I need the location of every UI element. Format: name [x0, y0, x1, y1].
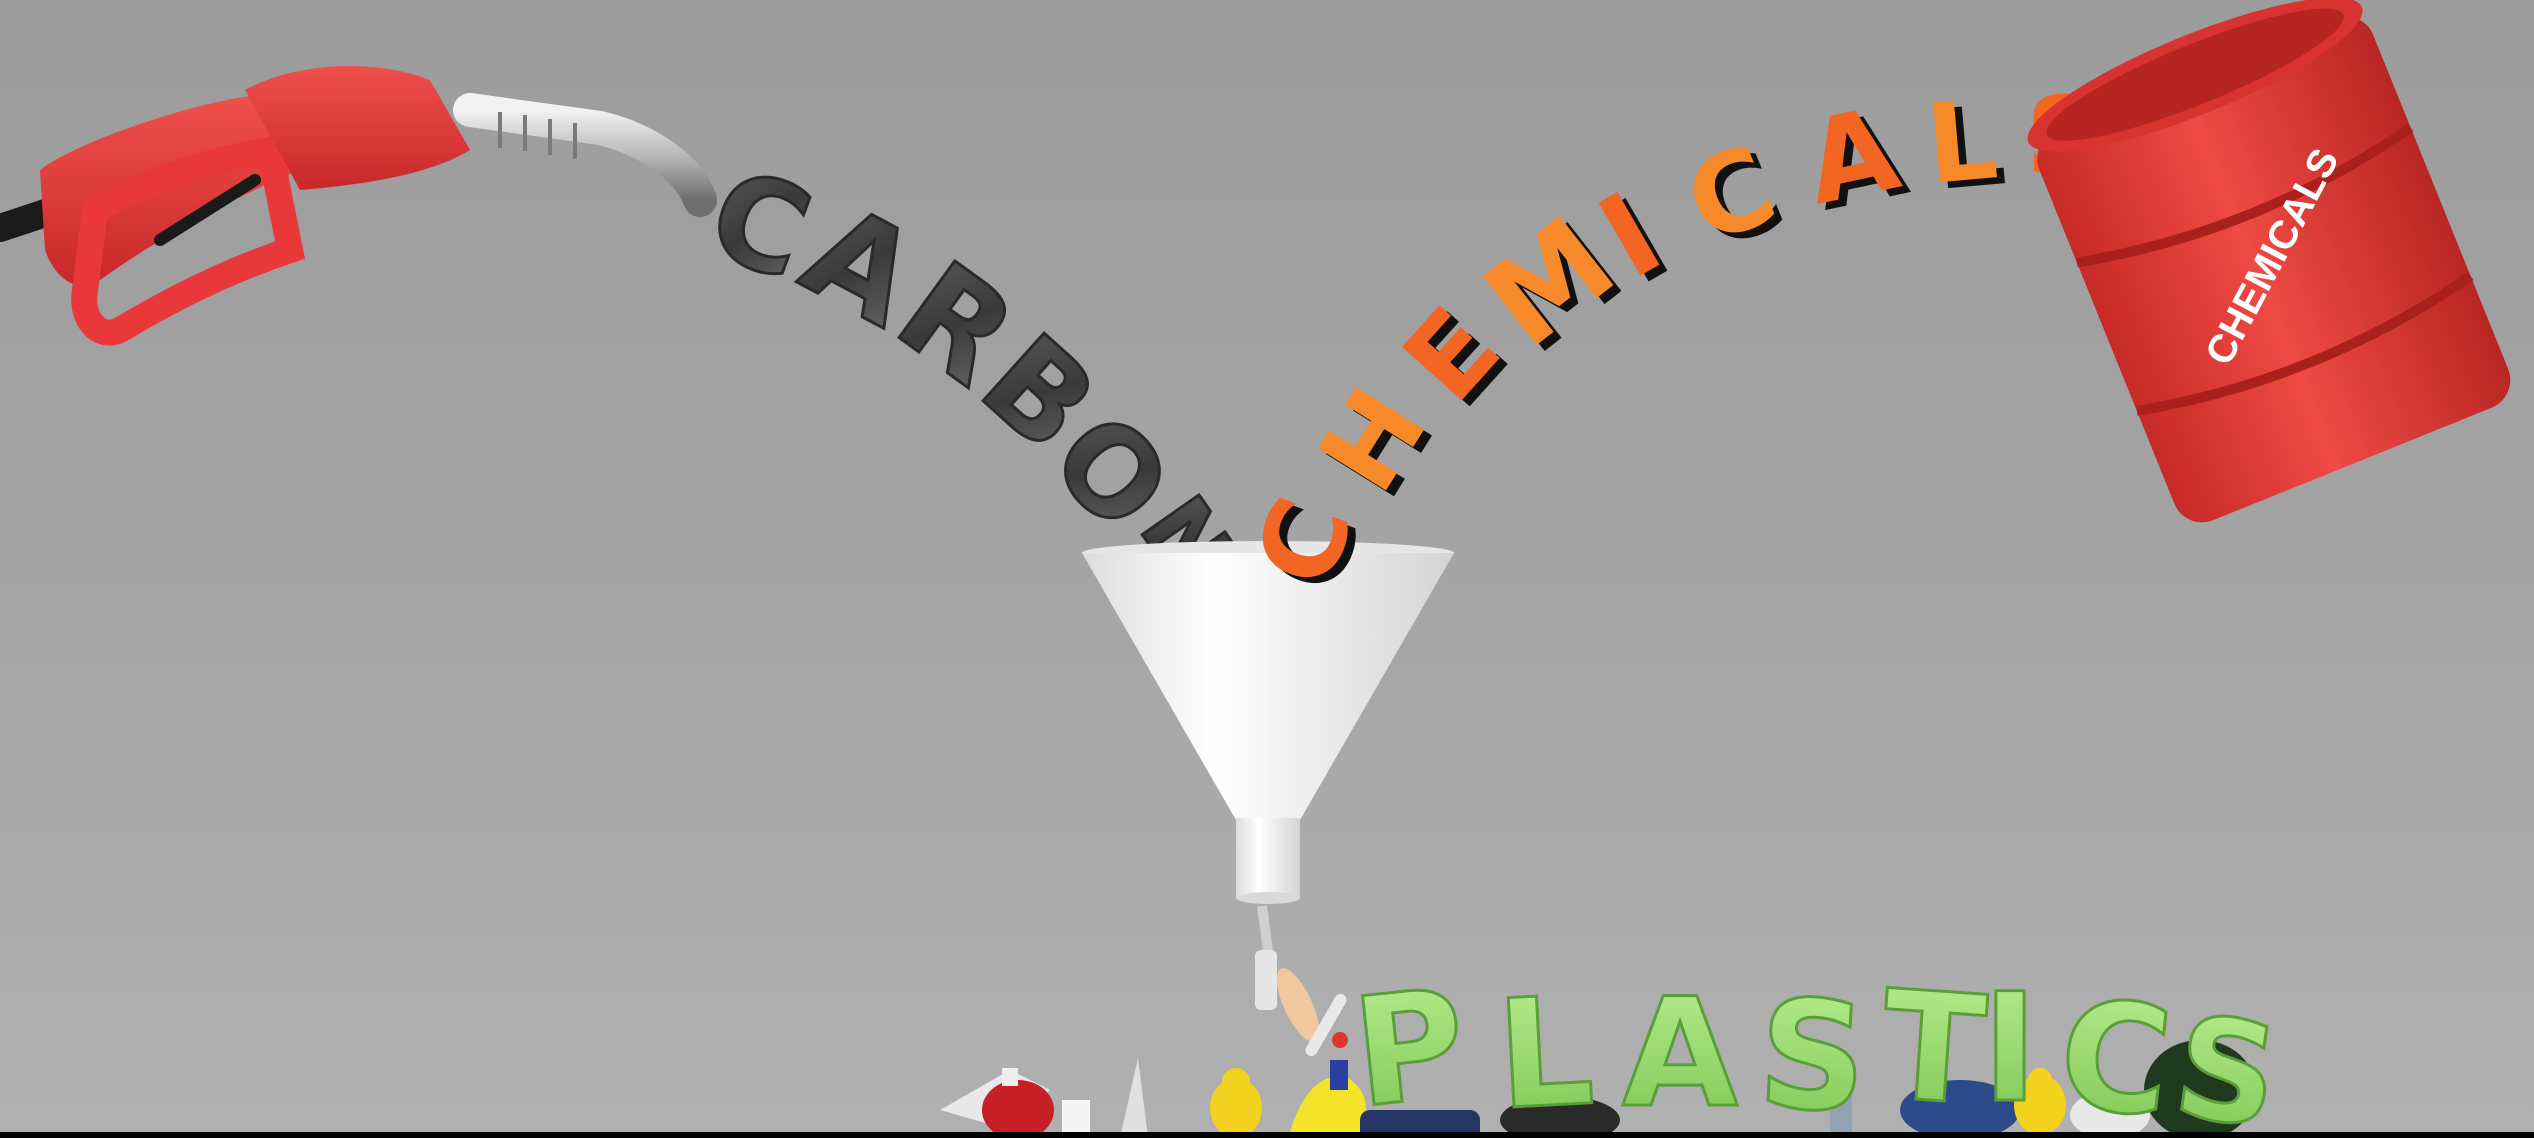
fuel-nozzle-icon [0, 66, 717, 346]
plastics-letter: T [1876, 959, 1990, 1138]
chemical-barrel-icon [2027, 0, 2511, 523]
plastics-letter: S [2165, 985, 2288, 1138]
plastics-letter: L [1493, 965, 1598, 1138]
chemicals-letter-shadow: L [1929, 81, 2010, 215]
plastics-letter: I [1982, 962, 2038, 1136]
plastic-items-pile [940, 905, 2256, 1138]
plastics-word: P L A S TI CS [1344, 956, 2289, 1138]
chemicals-letter: L [1921, 75, 2002, 209]
funnel-icon [1082, 541, 1454, 904]
plastics-letter: A [1622, 967, 1738, 1138]
plastics-letter: C [2051, 967, 2179, 1138]
bottom-border [0, 1132, 2534, 1138]
chemicals-word: CCHHEEMMIICCAALLSS [1230, 73, 2112, 608]
plastics-letter: P [1346, 957, 1474, 1138]
plastics-letter: S [1754, 967, 1871, 1138]
